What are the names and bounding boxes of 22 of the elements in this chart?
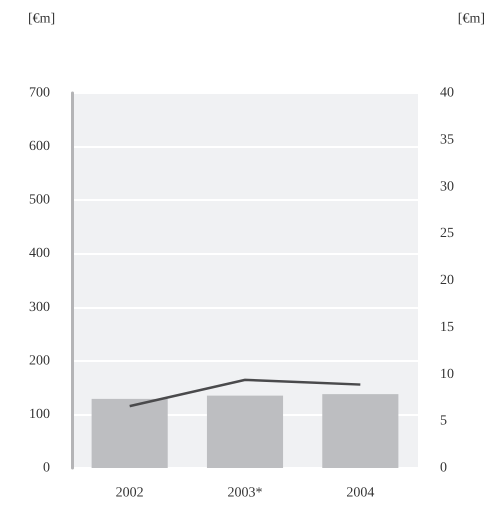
- y-axis-title: [€m]: [28, 12, 56, 26]
- y2-axis-title: [€m]: [458, 12, 486, 26]
- y2-tick-label: 0: [440, 460, 447, 476]
- x-tick-label: 2003*: [228, 486, 262, 500]
- y-tick-label: 300: [29, 300, 50, 315]
- y2-tick-label: 5: [440, 414, 447, 429]
- y-tick-label: 700: [29, 86, 50, 100]
- y-tick-label: 0: [43, 460, 50, 476]
- y-tick-label: 500: [29, 192, 50, 208]
- x-tick-label: 2002: [116, 486, 144, 500]
- y2-tick-label: 30: [440, 179, 454, 194]
- x-tick-label: 2004: [346, 486, 374, 500]
- y2-tick-label: 20: [440, 273, 454, 288]
- y2-tick-label: 10: [440, 366, 454, 382]
- y2-tick-label: 15: [440, 320, 454, 335]
- y-tick-label: 600: [29, 139, 50, 154]
- y-tick-label: 200: [29, 353, 50, 368]
- y-tick-label: 400: [29, 246, 50, 262]
- y2-tick-label: 40: [440, 86, 454, 100]
- y2-tick-label: 35: [440, 132, 454, 148]
- y-tick-label: 100: [29, 406, 50, 422]
- y2-tick-label: 25: [440, 226, 454, 242]
